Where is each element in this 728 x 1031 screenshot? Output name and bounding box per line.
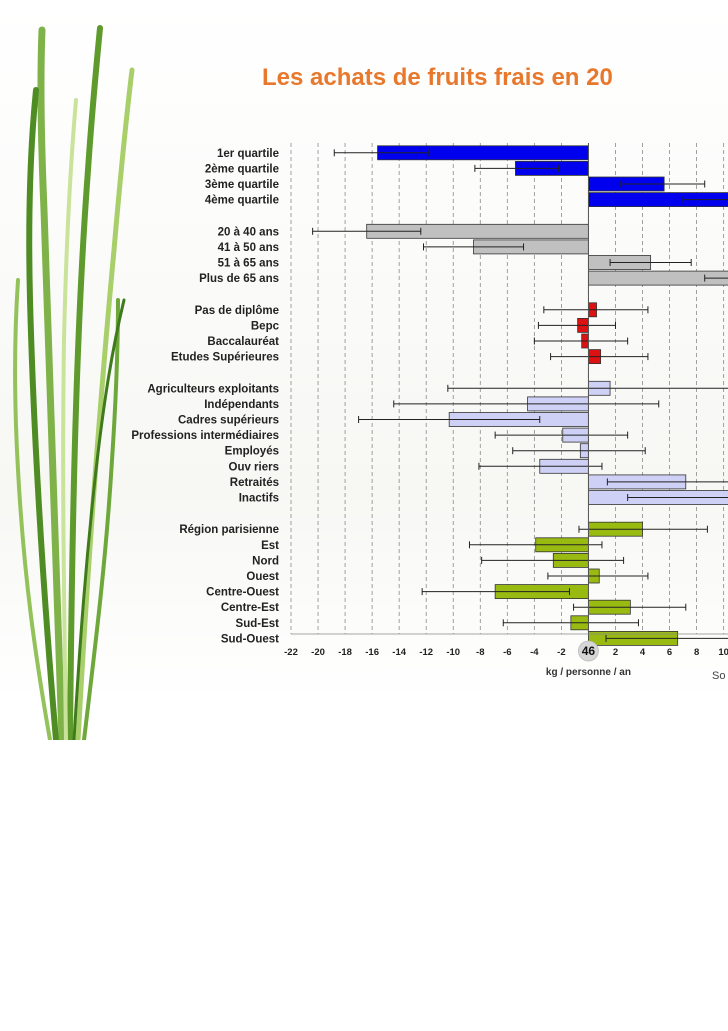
category-label: 1er quartile <box>217 148 279 160</box>
tick-label: -12 <box>419 647 433 658</box>
category-label: 41 à 50 ans <box>218 242 279 254</box>
category-label: Indépendants <box>204 399 279 411</box>
center-value-label: 46 <box>582 644 596 658</box>
tick-label: -8 <box>476 647 484 658</box>
category-label: Plus de 65 ans <box>199 273 279 285</box>
category-label: Employés <box>225 446 279 458</box>
slide-title: Les achats de fruits frais en 20 <box>262 64 613 91</box>
category-label: Pas de diplôme <box>195 305 279 317</box>
tick-label: -20 <box>311 647 325 658</box>
category-label: 51 à 65 ans <box>218 258 279 270</box>
error-bars <box>312 149 728 642</box>
category-label: Agriculteurs exploitants <box>147 383 279 395</box>
category-label: 4ème quartile <box>205 195 279 207</box>
tick-label: 2 <box>613 647 618 658</box>
center-value-circle <box>578 640 599 662</box>
tick-label: 6 <box>667 647 672 658</box>
tick-label: 10 <box>718 647 728 658</box>
category-label: Ouv riers <box>229 461 280 473</box>
category-label: 3ème quartile <box>205 179 279 191</box>
x-axis: -22 -20 -18 -16 -14 -12 -10 -8 -6 -4 -2 46 2 4 6 8 10kg … <box>284 143 728 682</box>
category-label: Région parisienne <box>179 524 279 536</box>
category-labels: 1er quartile 2ème quartile 3ème quartile 4è… <box>131 148 279 646</box>
category-label: Bepc <box>251 320 280 332</box>
tick-label: -18 <box>338 647 352 658</box>
tick-label: -10 <box>446 647 460 658</box>
category-label: Ouest <box>246 571 279 583</box>
category-label: Centre-Est <box>221 602 279 614</box>
tick-label: -6 <box>503 647 511 658</box>
tick-label: -4 <box>530 647 539 658</box>
category-label: Inactifs <box>239 493 279 505</box>
tick-label: -2 <box>557 647 565 658</box>
category-label: Cadres supérieurs <box>178 415 279 427</box>
category-label: 2ème quartile <box>205 163 279 175</box>
category-label: Etudes Supérieures <box>171 352 279 364</box>
grass-decoration <box>13 25 135 740</box>
tick-label: 4 <box>640 647 646 658</box>
category-label: Est <box>261 540 279 552</box>
category-label: Professions intermédiaires <box>131 430 279 442</box>
category-label: 20 à 40 ans <box>218 226 279 238</box>
category-label: Sud-Est <box>236 618 280 630</box>
tick-label: -22 <box>284 647 298 658</box>
bar-chart: 1er quartile 2ème quartile 3ème quartile 4è… <box>131 143 728 682</box>
source-text: So <box>712 670 725 682</box>
category-label: Centre-Ouest <box>206 587 279 599</box>
category-label: Retraités <box>230 477 279 489</box>
tick-label: -14 <box>392 647 406 658</box>
category-label: Sud-Ouest <box>221 633 279 645</box>
tick-label: -16 <box>365 647 379 658</box>
category-label: Baccalauréat <box>207 336 279 348</box>
category-label: Nord <box>252 555 279 567</box>
x-axis-label: kg / personne / an <box>546 667 631 678</box>
background-panel <box>0 0 728 700</box>
bars <box>366 145 728 646</box>
tick-label: 8 <box>694 647 699 658</box>
